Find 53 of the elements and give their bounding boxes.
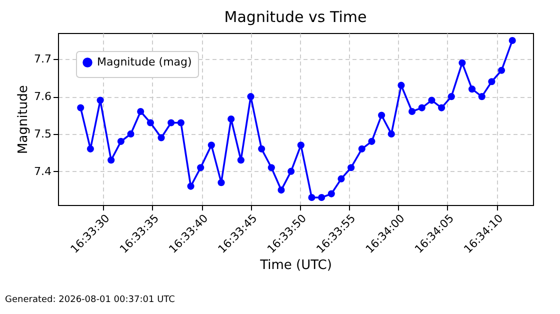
y-tick-label: 7.4 xyxy=(34,164,52,178)
point xyxy=(498,66,506,74)
point xyxy=(268,164,275,172)
point xyxy=(468,86,476,93)
legend-label: Magnitude (mag) xyxy=(97,56,192,68)
point xyxy=(158,134,165,142)
point xyxy=(247,93,254,100)
point xyxy=(388,130,395,138)
point xyxy=(288,168,295,175)
point xyxy=(137,108,144,116)
y-tick-label: 7.6 xyxy=(34,90,52,104)
point xyxy=(368,138,376,145)
point xyxy=(448,93,455,100)
point xyxy=(96,96,104,104)
point xyxy=(418,104,426,112)
point xyxy=(338,175,345,182)
point xyxy=(146,119,154,126)
y-tick-label: 7.7 xyxy=(34,52,52,66)
point xyxy=(197,164,204,172)
y-tick-label: 7.5 xyxy=(34,127,52,140)
y-axis-title: Magnitude xyxy=(16,85,32,154)
point xyxy=(177,119,184,126)
point xyxy=(408,108,416,116)
point xyxy=(348,164,355,172)
point xyxy=(86,145,94,152)
point xyxy=(168,119,175,126)
point xyxy=(358,145,366,152)
point xyxy=(508,36,516,44)
point xyxy=(127,130,134,138)
point xyxy=(438,104,446,112)
point xyxy=(297,142,304,149)
point xyxy=(328,190,335,198)
chart-title: Magnitude vs Time xyxy=(224,8,367,26)
point xyxy=(378,112,386,119)
x-axis-title: Time (UTC) xyxy=(259,258,332,274)
point xyxy=(228,115,235,123)
point xyxy=(208,142,215,149)
point xyxy=(237,156,244,164)
point xyxy=(488,78,496,86)
point xyxy=(77,104,84,112)
point xyxy=(108,156,115,164)
point xyxy=(318,194,326,202)
text: Generated: 2026-08-01 00:37:01 UTC xyxy=(5,295,175,305)
point xyxy=(187,182,194,190)
point xyxy=(218,179,225,186)
point xyxy=(258,145,266,152)
point xyxy=(117,138,124,145)
point xyxy=(398,82,405,89)
point xyxy=(278,186,285,194)
point xyxy=(308,194,316,202)
point xyxy=(428,96,436,104)
point xyxy=(478,93,486,100)
point xyxy=(458,59,466,66)
